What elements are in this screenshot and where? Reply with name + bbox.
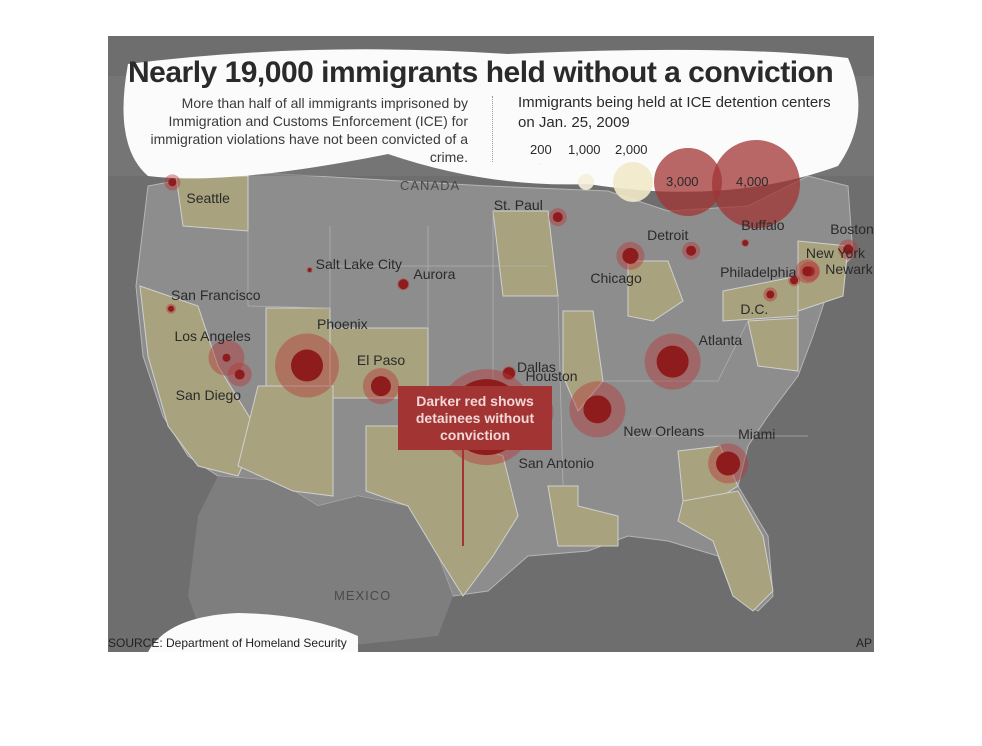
country-label-canada: CANADA	[400, 178, 461, 193]
city-label-new-orleans: New Orleans	[623, 423, 705, 440]
state-california	[139, 285, 259, 477]
city-label-boston: Boston	[830, 221, 874, 238]
bubble-unconvicted-miami	[716, 451, 741, 476]
city-label-san-francisco: San Francisco	[171, 286, 261, 303]
city-label-salt-lake-city: Salt Lake City	[315, 256, 402, 273]
legend-label-4000: 4,000	[736, 174, 769, 189]
city-label-dallas: Dallas	[516, 359, 556, 376]
legend-bubble-1000	[578, 174, 594, 190]
bubble-unconvicted-atlanta	[656, 345, 689, 378]
city-label-miami: Miami	[738, 425, 776, 442]
bubble-unconvicted-phoenix	[291, 349, 323, 382]
bubble-unconvicted-chicago	[622, 247, 639, 264]
bubble-unconvicted-boston	[843, 244, 854, 255]
city-label-phoenix: Phoenix	[317, 315, 368, 332]
state-louisiana	[547, 485, 619, 547]
city-label-newark: Newark	[825, 261, 873, 278]
bubble-unconvicted-san-francisco	[168, 305, 175, 312]
legend-label-200: 200	[530, 142, 552, 157]
bubble-unconvicted-seattle	[168, 178, 177, 187]
bubble-unconvicted-el-paso	[370, 376, 391, 397]
callout-box: Darker red shows detainees without convi…	[398, 386, 552, 450]
bubble-unconvicted-detroit	[686, 245, 697, 256]
map-graphic: Nearly 19,000 immigrants held without a …	[108, 36, 874, 652]
legend-bubble-4000	[712, 140, 800, 228]
legend-size-key	[539, 140, 800, 228]
city-label-san-antonio: San Antonio	[518, 455, 595, 472]
city-label-philadelphia: Philadelphia	[720, 264, 797, 281]
legend-bubble-3000	[654, 148, 722, 216]
city-label-atlanta: Atlanta	[698, 331, 743, 348]
city-label-new-york: New York	[805, 245, 866, 262]
bubble-unconvicted-los-angeles	[222, 353, 231, 362]
city-label-buffalo: Buffalo	[741, 216, 785, 233]
us-map	[108, 49, 874, 652]
bubble-unconvicted-d-c	[766, 290, 775, 299]
city-label-san-diego: San Diego	[175, 386, 242, 403]
city-label-el-paso: El Paso	[356, 352, 406, 369]
city-label-houston: Houston	[525, 367, 578, 384]
state-arizona	[237, 385, 334, 497]
city-label-seattle: Seattle	[186, 190, 230, 207]
city-label-aurora: Aurora	[413, 266, 456, 283]
bubble-unconvicted-new-orleans	[583, 395, 612, 424]
state-borders	[247, 211, 808, 487]
source-credit: SOURCE: Department of Homeland Security	[108, 636, 347, 650]
state-michigan	[627, 260, 684, 322]
bubble-unconvicted-dallas	[502, 367, 515, 380]
legend-label-2000: 2,000	[615, 142, 648, 157]
legend-bubble-2000	[613, 162, 653, 202]
source-backdrop	[148, 613, 358, 652]
agency-credit: AP	[855, 636, 872, 650]
state-new-york	[722, 275, 799, 322]
bubble-unconvicted-salt-lake-city	[307, 268, 312, 273]
state-florida	[677, 490, 774, 612]
bubble-unconvicted-san-diego	[234, 369, 245, 380]
ice-states	[139, 175, 849, 612]
city-label-los-angeles: Los Angeles	[174, 327, 251, 344]
city-label-d-c: D.C.	[740, 300, 769, 317]
country-label-mexico: MEXICO	[334, 588, 392, 603]
state-illinois	[562, 310, 604, 412]
intro-text: More than half of all immigrants impriso…	[150, 95, 468, 165]
bubble-unconvicted-newark	[802, 266, 813, 277]
bubble-unconvicted-philadelphia	[790, 276, 799, 285]
bubble-unconvicted-buffalo	[742, 239, 749, 246]
legend-label-1000: 1,000	[568, 142, 601, 157]
legend-divider	[492, 96, 493, 162]
bubble-unconvicted-st-paul	[552, 212, 563, 223]
state-new-jersey-dc	[747, 317, 799, 372]
legend-title: Immigrants being held at ICE detention c…	[518, 94, 831, 131]
city-label-chicago: Chicago	[590, 269, 642, 286]
bubble-unconvicted-aurora	[398, 279, 409, 290]
legend-bubble-200	[539, 163, 541, 165]
mexico-landmass	[188, 476, 453, 652]
state-new-england	[797, 240, 849, 312]
city-label-st-paul: St. Paul	[493, 197, 543, 214]
city-label-detroit: Detroit	[647, 226, 689, 243]
callout-pointer	[462, 407, 502, 546]
legend-label-3000: 3,000	[666, 174, 699, 189]
page-title: Nearly 19,000 immigrants held without a …	[128, 56, 834, 89]
